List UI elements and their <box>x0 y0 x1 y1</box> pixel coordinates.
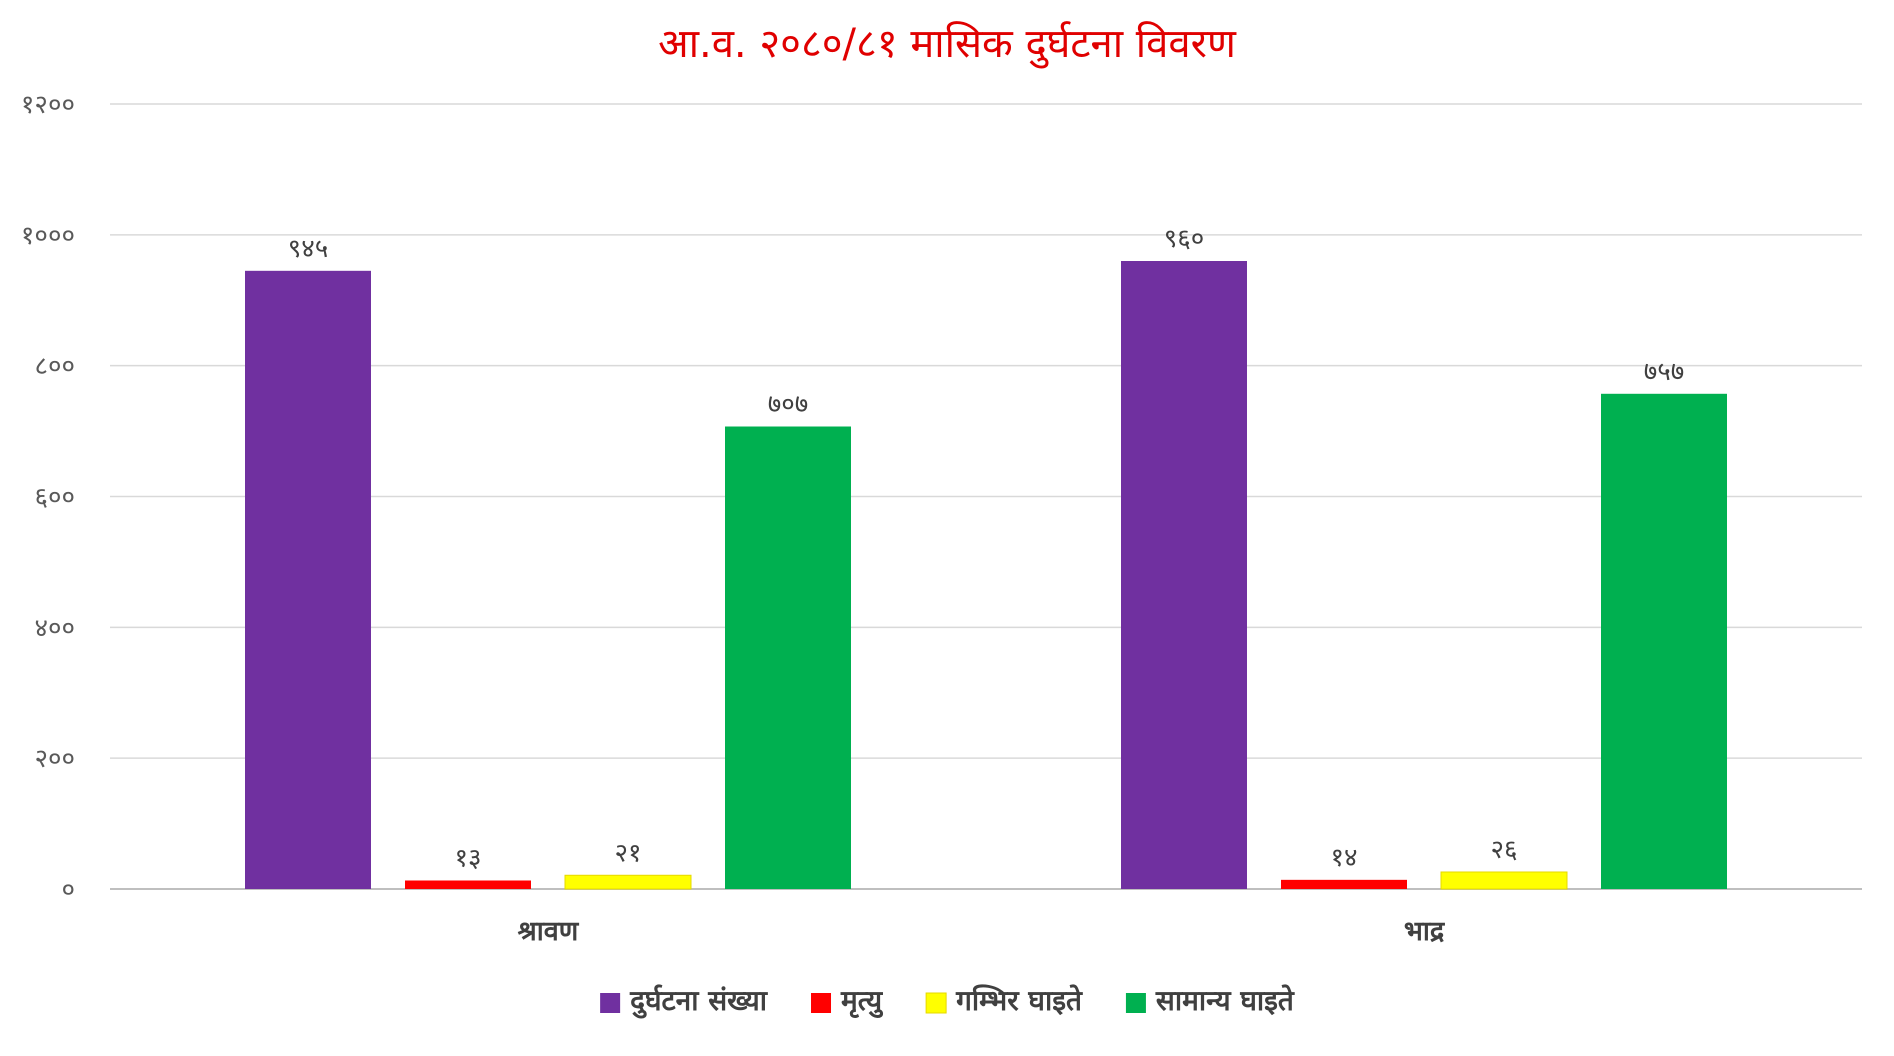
y-tick-label: १००० <box>21 221 75 251</box>
data-label: ९४५ <box>288 234 329 264</box>
legend-label: गम्भिर घाइते <box>955 984 1083 1017</box>
legend-item: मृत्यु <box>811 984 884 1018</box>
y-tick-label: ८०० <box>34 352 75 382</box>
x-axis-categories: श्रावण भाद्र <box>518 916 1446 947</box>
bar <box>1601 393 1727 889</box>
legend-label: सामान्य घाइते <box>1155 984 1295 1017</box>
category-label: भाद्र <box>1404 916 1446 947</box>
category-label: श्रावण <box>518 916 580 947</box>
bar <box>245 270 371 889</box>
bar <box>564 874 692 890</box>
bar <box>405 880 531 889</box>
data-label: २६ <box>1490 835 1517 865</box>
bar <box>725 426 851 889</box>
legend-swatch <box>925 992 947 1014</box>
data-labels: ९४५ १३ २१ ७०७ ९६० १४ २६ ७५७ <box>288 224 1685 873</box>
legend-swatch <box>600 993 621 1013</box>
bar <box>1440 871 1568 890</box>
data-label: १३ <box>454 843 481 873</box>
bars <box>245 261 1727 890</box>
y-tick-label: ६०० <box>34 483 75 513</box>
legend: दुर्घटना संख्या मृत्यु गम्भिर घाइते सामान्य… <box>600 984 1295 1019</box>
y-tick-label: १२०० <box>21 90 75 120</box>
legend-label: मृत्यु <box>840 984 884 1018</box>
bar <box>1121 261 1247 889</box>
gridlines <box>110 103 1862 890</box>
y-tick-label: ० <box>61 875 75 905</box>
legend-item: गम्भिर घाइते <box>925 984 1083 1017</box>
bar <box>1281 879 1407 889</box>
legend-swatch <box>811 993 832 1013</box>
y-tick-label: ४०० <box>34 613 75 643</box>
legend-item: दुर्घटना संख्या <box>600 984 769 1019</box>
data-label: ७५७ <box>1644 357 1685 387</box>
legend-swatch <box>1125 993 1146 1013</box>
y-tick-label: २०० <box>34 744 75 774</box>
y-axis-ticks: ० २०० ४०० ६०० ८०० १००० १२०० <box>21 90 75 905</box>
legend-label: दुर्घटना संख्या <box>629 984 769 1019</box>
legend-item: सामान्य घाइते <box>1125 984 1295 1017</box>
chart-title: आ.व. २०८०/८१ मासिक दुर्घटना विवरण <box>658 21 1237 69</box>
data-label: १४ <box>1330 843 1357 873</box>
data-label: ९६० <box>1164 224 1205 254</box>
data-label: २१ <box>614 838 641 868</box>
data-label: ७०७ <box>768 390 809 420</box>
